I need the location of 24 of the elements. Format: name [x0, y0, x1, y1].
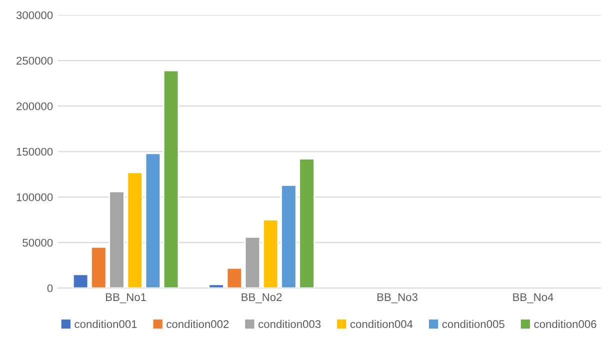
x-tick-label: BB_No2 — [242, 293, 282, 304]
legend-label: condition001 — [74, 320, 137, 328]
y-tick-label: 0 — [47, 284, 53, 292]
legend-label: condition004 — [350, 320, 413, 328]
bar — [226, 267, 243, 288]
y-tick-label: 250000 — [16, 56, 53, 65]
bar — [144, 152, 162, 288]
bar — [262, 219, 279, 288]
x-tick-label: BB_No4 — [513, 293, 554, 304]
y-tick-label: 100000 — [16, 193, 53, 202]
y-tick-label: 300000 — [16, 11, 53, 20]
legend-label: condition002 — [166, 320, 229, 328]
x-tick-label: BB_No3 — [377, 293, 418, 304]
bar — [244, 236, 261, 288]
y-tick-label: 50000 — [22, 238, 53, 247]
legend-label: condition003 — [258, 320, 321, 328]
bar — [162, 70, 180, 288]
y-tick-label: 200000 — [16, 102, 53, 110]
y-tick-label: 150000 — [16, 148, 53, 156]
bar — [72, 274, 89, 288]
x-tick-label: BB_No1 — [106, 293, 146, 304]
legend-label: condition006 — [534, 320, 596, 328]
legend-label: condition005 — [442, 320, 504, 328]
bar — [208, 284, 224, 288]
